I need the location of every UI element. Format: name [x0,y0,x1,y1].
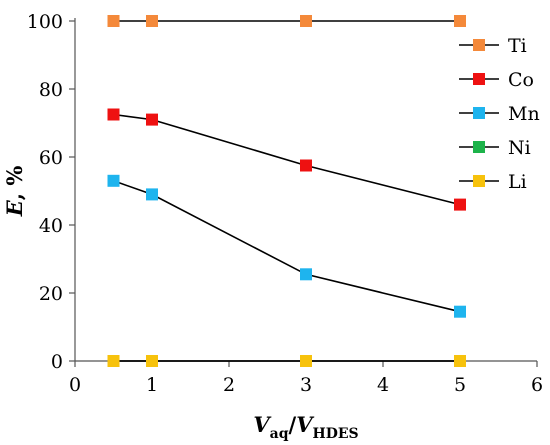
data-point-mn [107,174,120,187]
legend-label-ti: Ti [508,35,527,57]
legend-marker-ti [473,39,485,51]
series-line-mn [113,180,461,313]
x-tick-label: 3 [300,374,312,396]
data-point-ti [300,15,312,27]
y-tick-label: 20 [39,283,63,305]
y-tick-label: 40 [39,215,63,237]
legend-label-ni: Ni [508,137,531,159]
x-tick-label: 2 [223,374,235,396]
y-tick-label: 100 [27,11,63,33]
legend-marker-co [473,73,485,85]
data-point-ti [454,15,466,27]
legend-marker-mn [473,107,485,119]
x-tick-label: 5 [454,374,466,396]
y-axis-title: E, % [2,166,27,218]
legend-marker-ni [473,141,485,153]
x-axis-title: Vaq/VHDES [253,412,358,442]
data-point-mn [146,188,158,201]
data-point-co [454,198,466,211]
data-point-mn [454,305,466,318]
data-point-ti [146,15,158,27]
y-tick-label: 60 [39,147,63,169]
data-point-li [300,355,312,367]
data-point-ti [107,15,120,27]
x-tick-label: 1 [146,374,158,396]
x-tick-label: 6 [531,374,543,396]
data-point-li [454,355,466,367]
data-point-co [300,159,312,172]
x-tick-label: 4 [377,374,389,396]
data-point-co [107,108,120,121]
legend-marker-li [473,175,485,187]
legend-label-mn: Mn [508,103,540,125]
data-point-mn [300,268,312,281]
legend-label-li: Li [508,171,527,193]
data-point-li [146,355,158,367]
data-point-li [107,355,120,367]
legend-label-co: Co [508,69,534,91]
data-point-co [146,113,158,126]
y-tick-label: 80 [39,79,63,101]
x-tick-label: 0 [69,374,81,396]
series-line-co [113,113,461,206]
y-tick-label: 0 [51,351,63,373]
